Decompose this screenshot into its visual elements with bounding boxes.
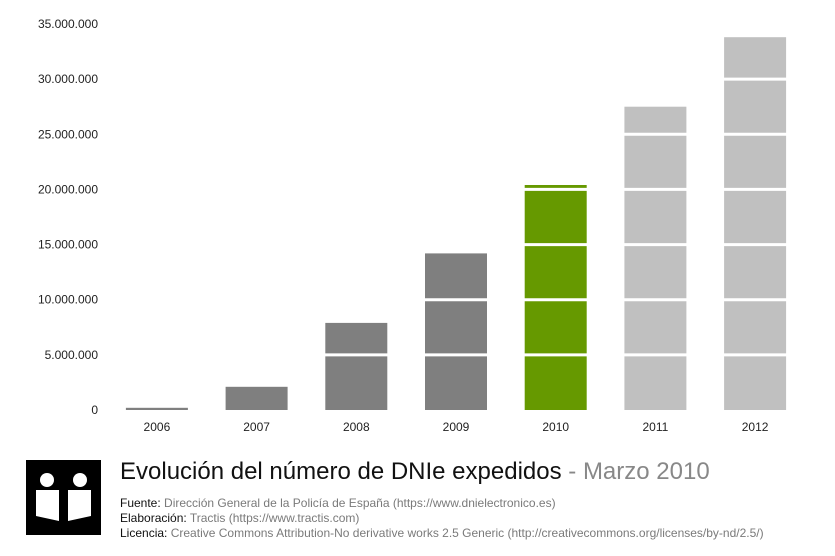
source-label: Fuente:	[120, 496, 161, 510]
title-separator: -	[561, 458, 583, 485]
y-tick-label: 25.000.000	[38, 127, 98, 141]
bar-2009	[425, 253, 487, 410]
bar-2011	[624, 106, 687, 410]
x-axis-ticks: 2006 2007 2008 2009 2010 2011 2012	[144, 420, 769, 434]
y-tick-label: 10.000.000	[38, 293, 98, 307]
x-tick-label: 2012	[742, 420, 769, 434]
chart-footer: Evolución del número de DNIe expedidos -…	[26, 458, 826, 553]
y-tick-label: 0	[91, 403, 98, 417]
chart-title-main: Evolución del número de DNIe expedidos	[120, 458, 562, 485]
y-tick-label: 30.000.000	[38, 72, 98, 86]
dnie-logo-icon	[26, 460, 101, 535]
made-value: Tractis (https://www.tractis.com)	[189, 511, 360, 525]
gridlines-group	[107, 22, 805, 357]
bar-2008	[325, 322, 388, 410]
bar-2006	[125, 407, 188, 410]
chart-subtitle: Marzo 2010	[582, 458, 710, 485]
y-tick-label: 5.000.000	[45, 348, 99, 362]
y-tick-label: 15.000.000	[38, 238, 98, 252]
license-value: Creative Commons Attribution-No derivati…	[170, 526, 764, 540]
bar-2007	[225, 386, 288, 410]
bar-2012	[724, 37, 787, 410]
x-tick-label: 2010	[542, 420, 569, 434]
x-tick-label: 2006	[144, 420, 171, 434]
chart-title: Evolución del número de DNIe expedidos -…	[120, 458, 710, 486]
source-value: Dirección General de la Policía de Españ…	[164, 496, 556, 510]
x-tick-label: 2008	[343, 420, 370, 434]
source-line: Fuente: Dirección General de la Policía …	[120, 496, 764, 511]
y-tick-label: 20.000.000	[38, 182, 98, 196]
license-line: Licencia: Creative Commons Attribution-N…	[120, 526, 764, 541]
bar-2010	[524, 185, 587, 410]
x-tick-label: 2007	[243, 420, 270, 434]
license-label: Licencia:	[120, 526, 168, 540]
y-axis-ticks: 0 5.000.000 10.000.000 15.000.000 20.000.000…	[38, 17, 98, 417]
made-line: Elaboración: Tractis (https://www.tracti…	[120, 511, 764, 526]
y-tick-label: 35.000.000	[38, 17, 98, 31]
made-label: Elaboración:	[120, 511, 187, 525]
bars-group	[125, 37, 787, 410]
bar-chart: 0 5.000.000 10.000.000 15.000.000 20.000.000…	[37, 17, 805, 434]
credits-block: Fuente: Dirección General de la Policía …	[120, 496, 764, 541]
x-tick-label: 2009	[443, 420, 470, 434]
x-tick-label: 2011	[642, 420, 668, 434]
